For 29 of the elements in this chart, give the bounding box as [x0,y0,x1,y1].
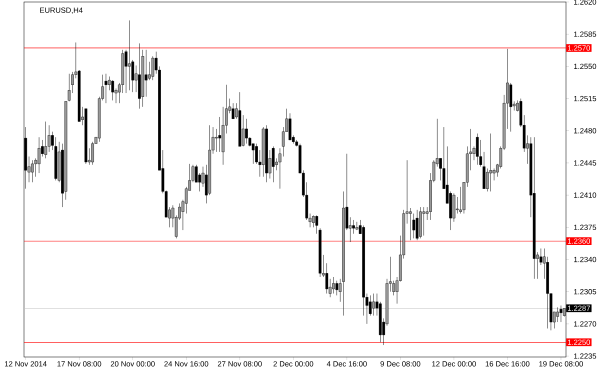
candlestick [312,215,315,228]
candlestick [560,305,562,322]
candlestick [352,220,355,234]
candlestick [104,74,108,104]
candlestick [245,118,248,144]
candlestick [482,152,486,189]
candlestick [138,43,141,109]
candlestick [489,133,492,192]
candlestick [232,102,234,120]
candlestick [218,116,222,152]
candlestick [416,210,418,240]
candlestick [452,193,456,222]
candlestick [332,276,335,294]
candlestick [335,280,338,296]
candlestick [30,160,34,182]
candlestick [111,80,114,101]
candlestick [215,128,218,152]
candlestick [422,206,426,236]
candlestick [288,113,292,140]
candlestick [492,168,496,181]
candlestick [409,208,412,240]
candlestick [476,133,479,166]
candlestick [44,121,48,159]
candlestick [128,20,131,91]
candlestick [38,136,40,174]
candlestick [144,50,148,97]
candlestick [372,293,376,316]
candlestick [556,307,560,322]
candlestick [272,146,275,182]
